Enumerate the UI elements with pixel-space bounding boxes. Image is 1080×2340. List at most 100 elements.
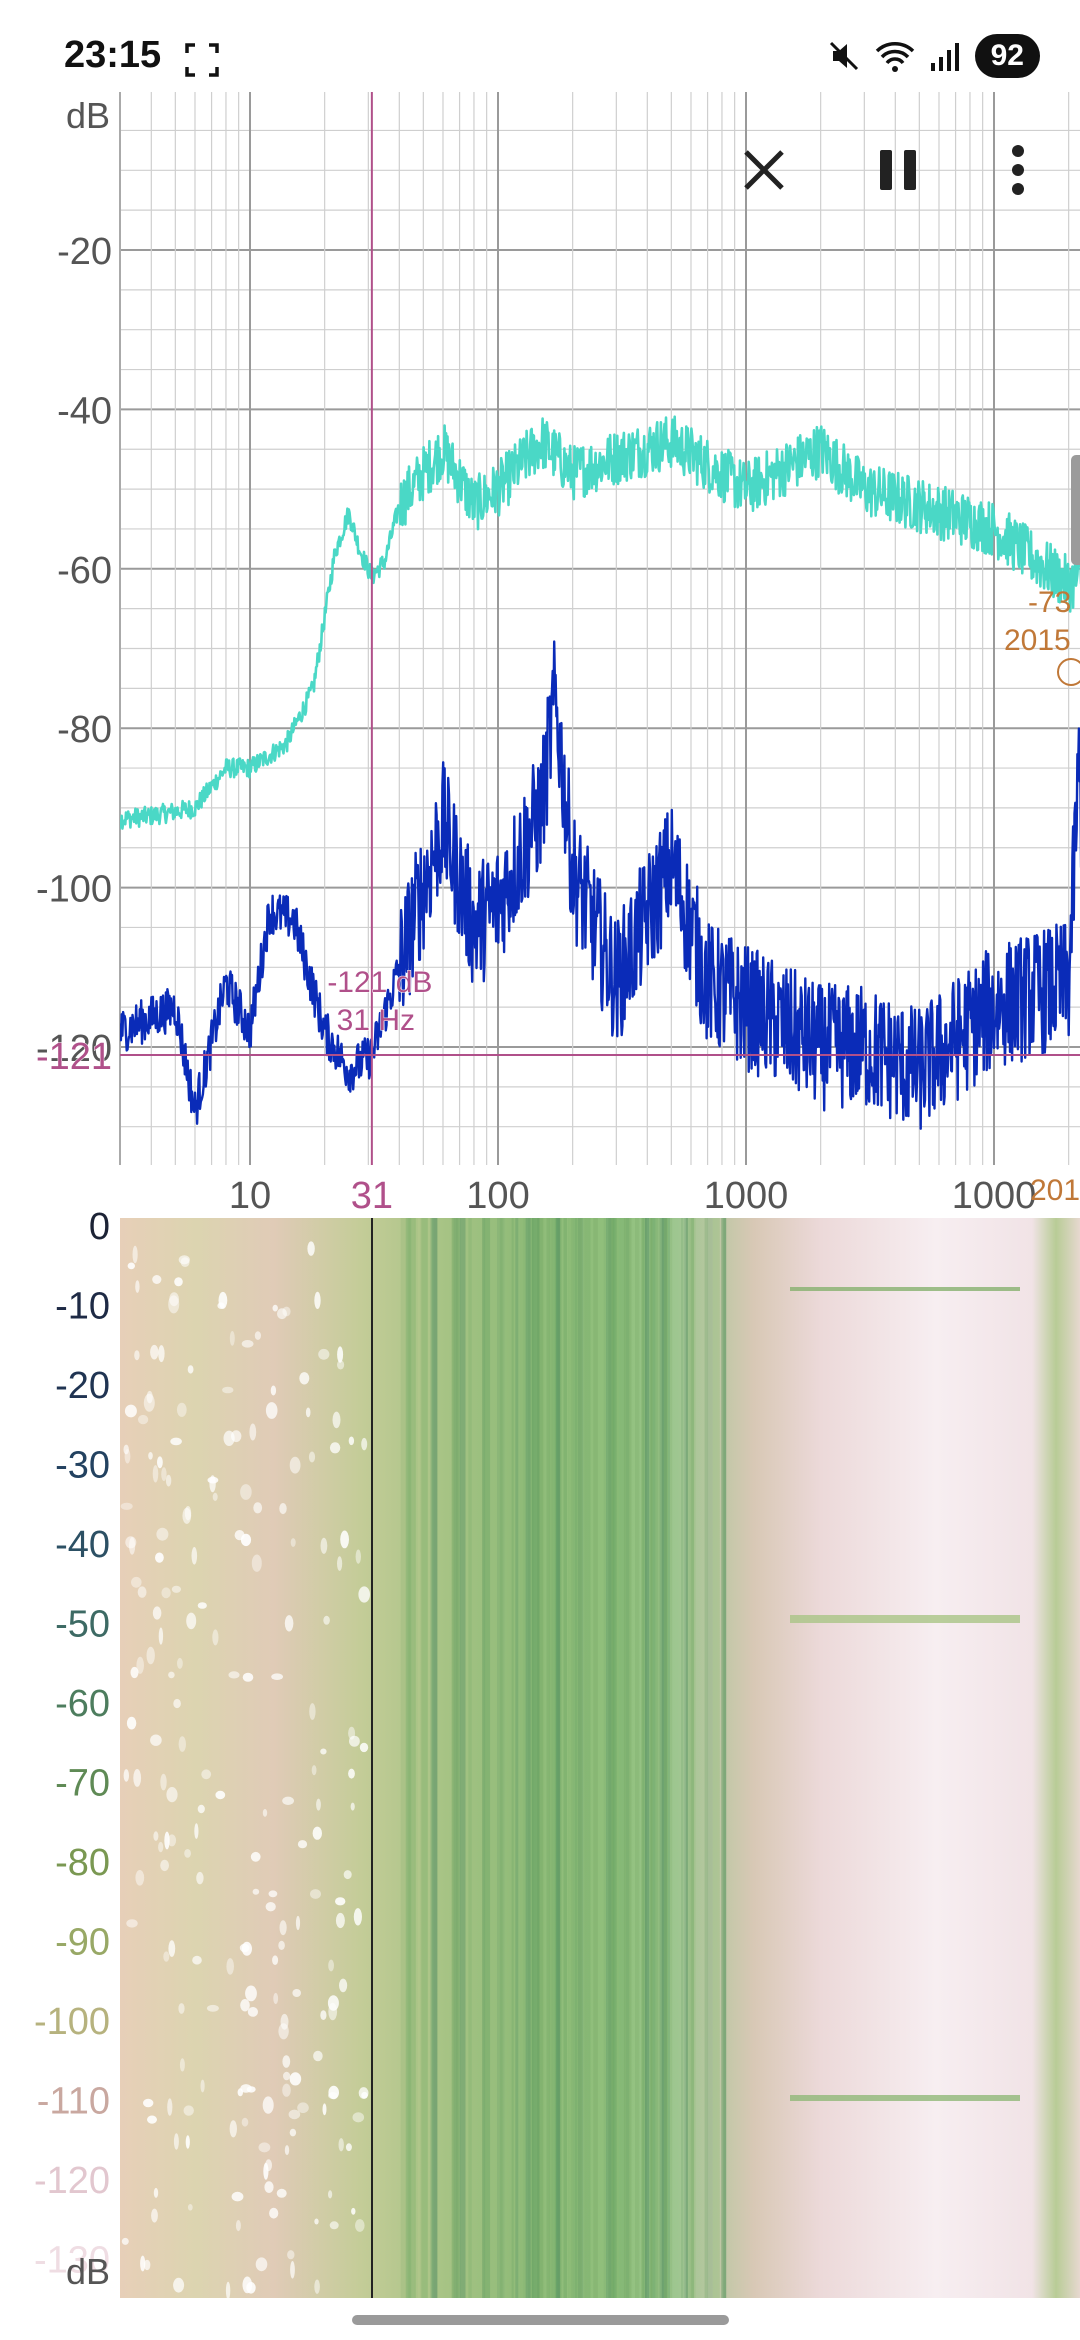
spectrogram-streak	[625, 1218, 630, 2298]
x-tick-label: 1000	[952, 1175, 1037, 1217]
spectrogram-speck	[160, 1773, 167, 1791]
spectrogram-y-tick-label: -50	[55, 1604, 110, 1646]
spectrogram-speck	[289, 2072, 302, 2086]
spectrogram-speck	[135, 1870, 145, 1886]
close-button[interactable]	[724, 130, 804, 210]
spectrogram-streak	[456, 1218, 461, 2298]
spectrogram-streak	[547, 1218, 551, 2298]
spectrogram-streak	[537, 1218, 543, 2298]
spectrogram-speck	[351, 2207, 356, 2215]
spectrogram-speck	[359, 1742, 369, 1753]
spectrogram-speck	[226, 1958, 234, 1975]
spectrogram-speck	[196, 1871, 204, 1885]
spectrogram-streak	[405, 1218, 413, 2298]
spectrogram-speck	[283, 2071, 291, 2081]
spectrogram-speck	[352, 2112, 365, 2123]
spectrogram-speck	[135, 1280, 140, 1293]
spectrogram-streak	[484, 1218, 491, 2298]
spectrogram-speck	[284, 1615, 294, 1632]
spectrum-plot-area	[120, 92, 1080, 1165]
spectrogram-speck	[320, 2010, 327, 2020]
home-indicator[interactable]	[352, 2315, 729, 2325]
spectrogram-streak	[430, 1218, 434, 2298]
spectrogram-streak	[511, 1218, 515, 2298]
spectrogram-streak	[721, 1218, 727, 2298]
spectrogram-streak	[513, 1218, 521, 2298]
spectrogram-speck	[263, 2162, 269, 2180]
spectrogram-speck	[134, 1350, 140, 1361]
spectrogram-y-tick-label: -90	[55, 1922, 110, 1964]
spectrogram-streak	[547, 1218, 551, 2298]
status-bar: 23:15 92	[0, 0, 1080, 92]
spectrogram-speck	[282, 2055, 291, 2068]
spectrogram-streak	[593, 1218, 598, 2298]
spectrogram-speck	[183, 2105, 194, 2116]
spectrogram-base	[120, 1218, 1080, 2298]
x-tick-label: 1000	[704, 1175, 789, 1217]
spectrogram-speck	[332, 1411, 341, 1429]
spectrogram-speck	[340, 1530, 349, 1549]
spectrogram-speck	[201, 1769, 212, 1780]
spectrogram-speck	[290, 1538, 296, 1547]
spectrogram-speck	[251, 1554, 262, 1572]
cursor-y-label: -121	[36, 1036, 112, 1078]
spectrogram-speck	[146, 1646, 155, 1665]
spectrogram-speck	[235, 2220, 241, 2232]
spectrogram-speck	[152, 1606, 162, 1620]
spectrogram-speck	[165, 1474, 172, 1487]
side-panel-handle[interactable]	[1071, 455, 1080, 565]
spectrogram-speck	[212, 1629, 219, 1646]
spectrogram-streak	[558, 1218, 562, 2298]
spectrogram-speck	[160, 1859, 170, 1872]
spectrogram-speck	[131, 1576, 142, 1588]
spectrogram-speck	[272, 1304, 278, 1312]
spectrogram-speck	[133, 1769, 142, 1787]
peak-marker[interactable]	[1057, 658, 1080, 686]
spectrogram-y-tick-label: -70	[55, 1763, 110, 1805]
spectrum-cursor[interactable]: -121 dB 31 Hz -73 2015	[120, 92, 1080, 1165]
battery-icon: 92	[974, 34, 1040, 78]
spectrogram-y-tick-label: -60	[55, 1683, 110, 1725]
spectrogram-speck	[150, 1734, 162, 1746]
spectrogram-streak	[431, 1218, 438, 2298]
spectrogram-streak	[683, 1218, 688, 2298]
spectrogram-line	[790, 1287, 1020, 1291]
spectrogram-speck	[297, 1840, 308, 1849]
spectrogram-speck	[252, 1888, 260, 1895]
spectrogram-speck	[167, 2098, 173, 2116]
spectrogram-speck	[313, 2050, 323, 2062]
spectrogram-speck	[338, 2138, 344, 2152]
spectrogram-line	[790, 1615, 1020, 1623]
spectrogram-streak	[556, 1218, 560, 2298]
spectrogram-streak	[649, 1218, 652, 2298]
spectrogram-streak	[568, 1218, 575, 2298]
spectrogram-speck	[158, 1345, 165, 1363]
pause-button[interactable]	[858, 130, 938, 210]
y-tick-label: -120	[36, 1028, 112, 1070]
spectrogram-speck	[171, 1585, 181, 1593]
spectrogram-speck	[329, 2221, 339, 2230]
spectrogram-speck	[335, 1912, 345, 1929]
spectrogram-streak	[525, 1218, 531, 2298]
menu-button[interactable]	[978, 130, 1058, 210]
spectrogram-speck	[173, 2133, 179, 2150]
spectrogram-streak	[603, 1218, 607, 2298]
spectrogram-speck	[152, 1275, 162, 1284]
spectrogram-speck	[155, 1552, 164, 1563]
spectrogram-speck	[173, 2277, 185, 2293]
spectrogram-streak	[650, 1218, 653, 2298]
spectrogram-speck	[231, 1430, 242, 1443]
spectrogram-speck	[164, 1831, 170, 1850]
spectrogram-streak	[408, 1218, 416, 2298]
spectrogram-streak	[525, 1218, 534, 2298]
spectrogram-y-tick-label: -110	[37, 2081, 110, 2123]
spectrogram-speck	[148, 1452, 153, 1460]
spectrogram-speck	[120, 1502, 133, 1510]
spectrogram-speck	[311, 1765, 317, 1776]
spectrogram-streak	[685, 1218, 688, 2298]
spectrogram-speck	[138, 1414, 149, 1425]
spectrogram	[120, 1218, 1080, 2298]
spectrogram-speck	[328, 2190, 333, 2199]
spectrogram-speck	[348, 1436, 355, 1446]
spectrogram-speck	[328, 2002, 338, 2021]
